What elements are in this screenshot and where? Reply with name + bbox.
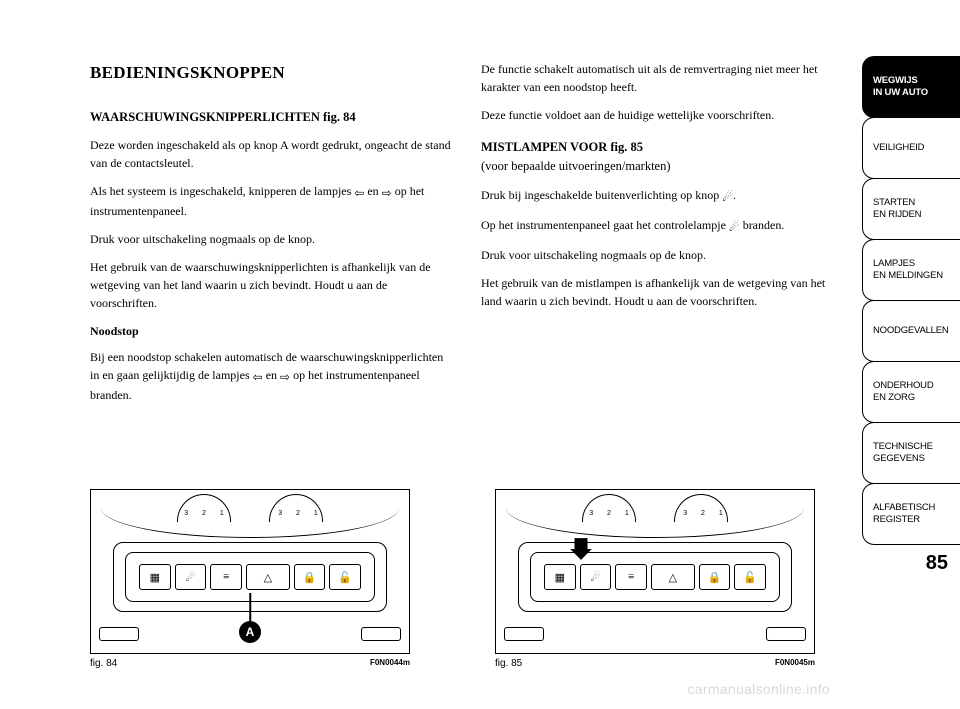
figure-code: F0N0044m xyxy=(370,658,410,669)
paragraph: Druk bij ingeschakelde buitenverlichting… xyxy=(481,186,842,206)
figure-label: fig. 85 xyxy=(495,658,522,669)
foglight-icon: ☄ xyxy=(729,218,740,236)
main-heading: BEDIENINGSKNOPPEN xyxy=(90,60,451,86)
defrost-button-icon: ▦ xyxy=(544,564,576,590)
sidebar-nav: WEGWIJS IN UW AUTO VEILIGHEID STARTEN EN… xyxy=(862,0,960,709)
paragraph: Als het systeem is ingeschakeld, knipper… xyxy=(90,182,451,220)
tab-alfabetisch[interactable]: ALFABETISCH REGISTER xyxy=(862,483,960,545)
figure-label: fig. 84 xyxy=(90,658,117,669)
figure-85: 3 2 1 3 2 1 ▦ ☄ ≡ △ 🔒 🔓 fig. 85 F0N0045m xyxy=(495,489,840,669)
arrow-right-icon: ⇨ xyxy=(280,368,290,386)
arrow-down-icon xyxy=(568,536,594,562)
defrost-button-icon: ▦ xyxy=(139,564,171,590)
paragraph: Het gebruik van de waarschuwingsknipperl… xyxy=(90,258,451,312)
paragraph: De functie schakelt automatisch uit als … xyxy=(481,60,842,96)
hazard-button-icon: △ xyxy=(246,564,290,590)
callout-marker-a: A xyxy=(239,621,261,643)
paragraph: Bij een noodstop schakelen automatisch d… xyxy=(90,348,451,404)
foglight-icon: ☄ xyxy=(722,188,733,206)
paragraph: Druk voor uitschakeling nogmaals op de k… xyxy=(481,246,842,264)
foglight-front-button-icon: ☄ xyxy=(580,564,612,590)
tab-technische[interactable]: TECHNISCHE GEGEVENS xyxy=(862,422,960,484)
figure-84-image: 3 2 1 3 2 1 ▦ ☄ ≡ △ 🔒 🔓 A xyxy=(90,489,410,654)
figure-84: 3 2 1 3 2 1 ▦ ☄ ≡ △ 🔒 🔓 A fig. 84 F0N004… xyxy=(90,489,435,669)
section-heading-foglights: MISTLAMPEN VOOR fig. 85 (voor bepaalde u… xyxy=(481,138,842,176)
figure-85-image: 3 2 1 3 2 1 ▦ ☄ ≡ △ 🔒 🔓 xyxy=(495,489,815,654)
page-number: 85 xyxy=(862,544,960,575)
figure-code: F0N0045m xyxy=(775,658,815,669)
section-heading-hazard: WAARSCHUWINGSKNIPPERLICHTEN fig. 84 xyxy=(90,108,451,127)
paragraph: Op het instrumentenpaneel gaat het contr… xyxy=(481,216,842,236)
arrow-right-icon: ⇨ xyxy=(382,184,392,202)
foglight-rear-button-icon: ≡ xyxy=(615,564,647,590)
subheading-noodstop: Noodstop xyxy=(90,322,451,340)
tab-noodgevallen[interactable]: NOODGEVALLEN xyxy=(862,300,960,362)
unlock-button-icon: 🔓 xyxy=(734,564,766,590)
lock-button-icon: 🔒 xyxy=(294,564,326,590)
unlock-button-icon: 🔓 xyxy=(329,564,361,590)
lock-button-icon: 🔒 xyxy=(699,564,731,590)
hazard-button-icon: △ xyxy=(651,564,695,590)
foglight-front-button-icon: ☄ xyxy=(175,564,207,590)
tab-onderhoud[interactable]: ONDERHOUD EN ZORG xyxy=(862,361,960,423)
paragraph: Het gebruik van de mistlampen is afhanke… xyxy=(481,274,842,310)
watermark-text: carmanualsonline.info xyxy=(688,681,831,697)
variant-note: (voor bepaalde uitvoeringen/markten) xyxy=(481,159,671,173)
paragraph: Deze worden ingeschakeld als op knop A w… xyxy=(90,136,451,172)
foglight-rear-button-icon: ≡ xyxy=(210,564,242,590)
arrow-left-icon: ⇦ xyxy=(253,368,263,386)
tab-wegwijs[interactable]: WEGWIJS IN UW AUTO xyxy=(862,56,960,118)
tab-starten[interactable]: STARTEN EN RIJDEN xyxy=(862,178,960,240)
tab-veiligheid[interactable]: VEILIGHEID xyxy=(862,117,960,179)
paragraph: Druk voor uitschakeling nogmaals op de k… xyxy=(90,230,451,248)
figures-row: 3 2 1 3 2 1 ▦ ☄ ≡ △ 🔒 🔓 A fig. 84 F0N004… xyxy=(90,489,840,669)
tab-lampjes[interactable]: LAMPJES EN MELDINGEN xyxy=(862,239,960,301)
arrow-left-icon: ⇦ xyxy=(354,184,364,202)
paragraph: Deze functie voldoet aan de huidige wett… xyxy=(481,106,842,124)
